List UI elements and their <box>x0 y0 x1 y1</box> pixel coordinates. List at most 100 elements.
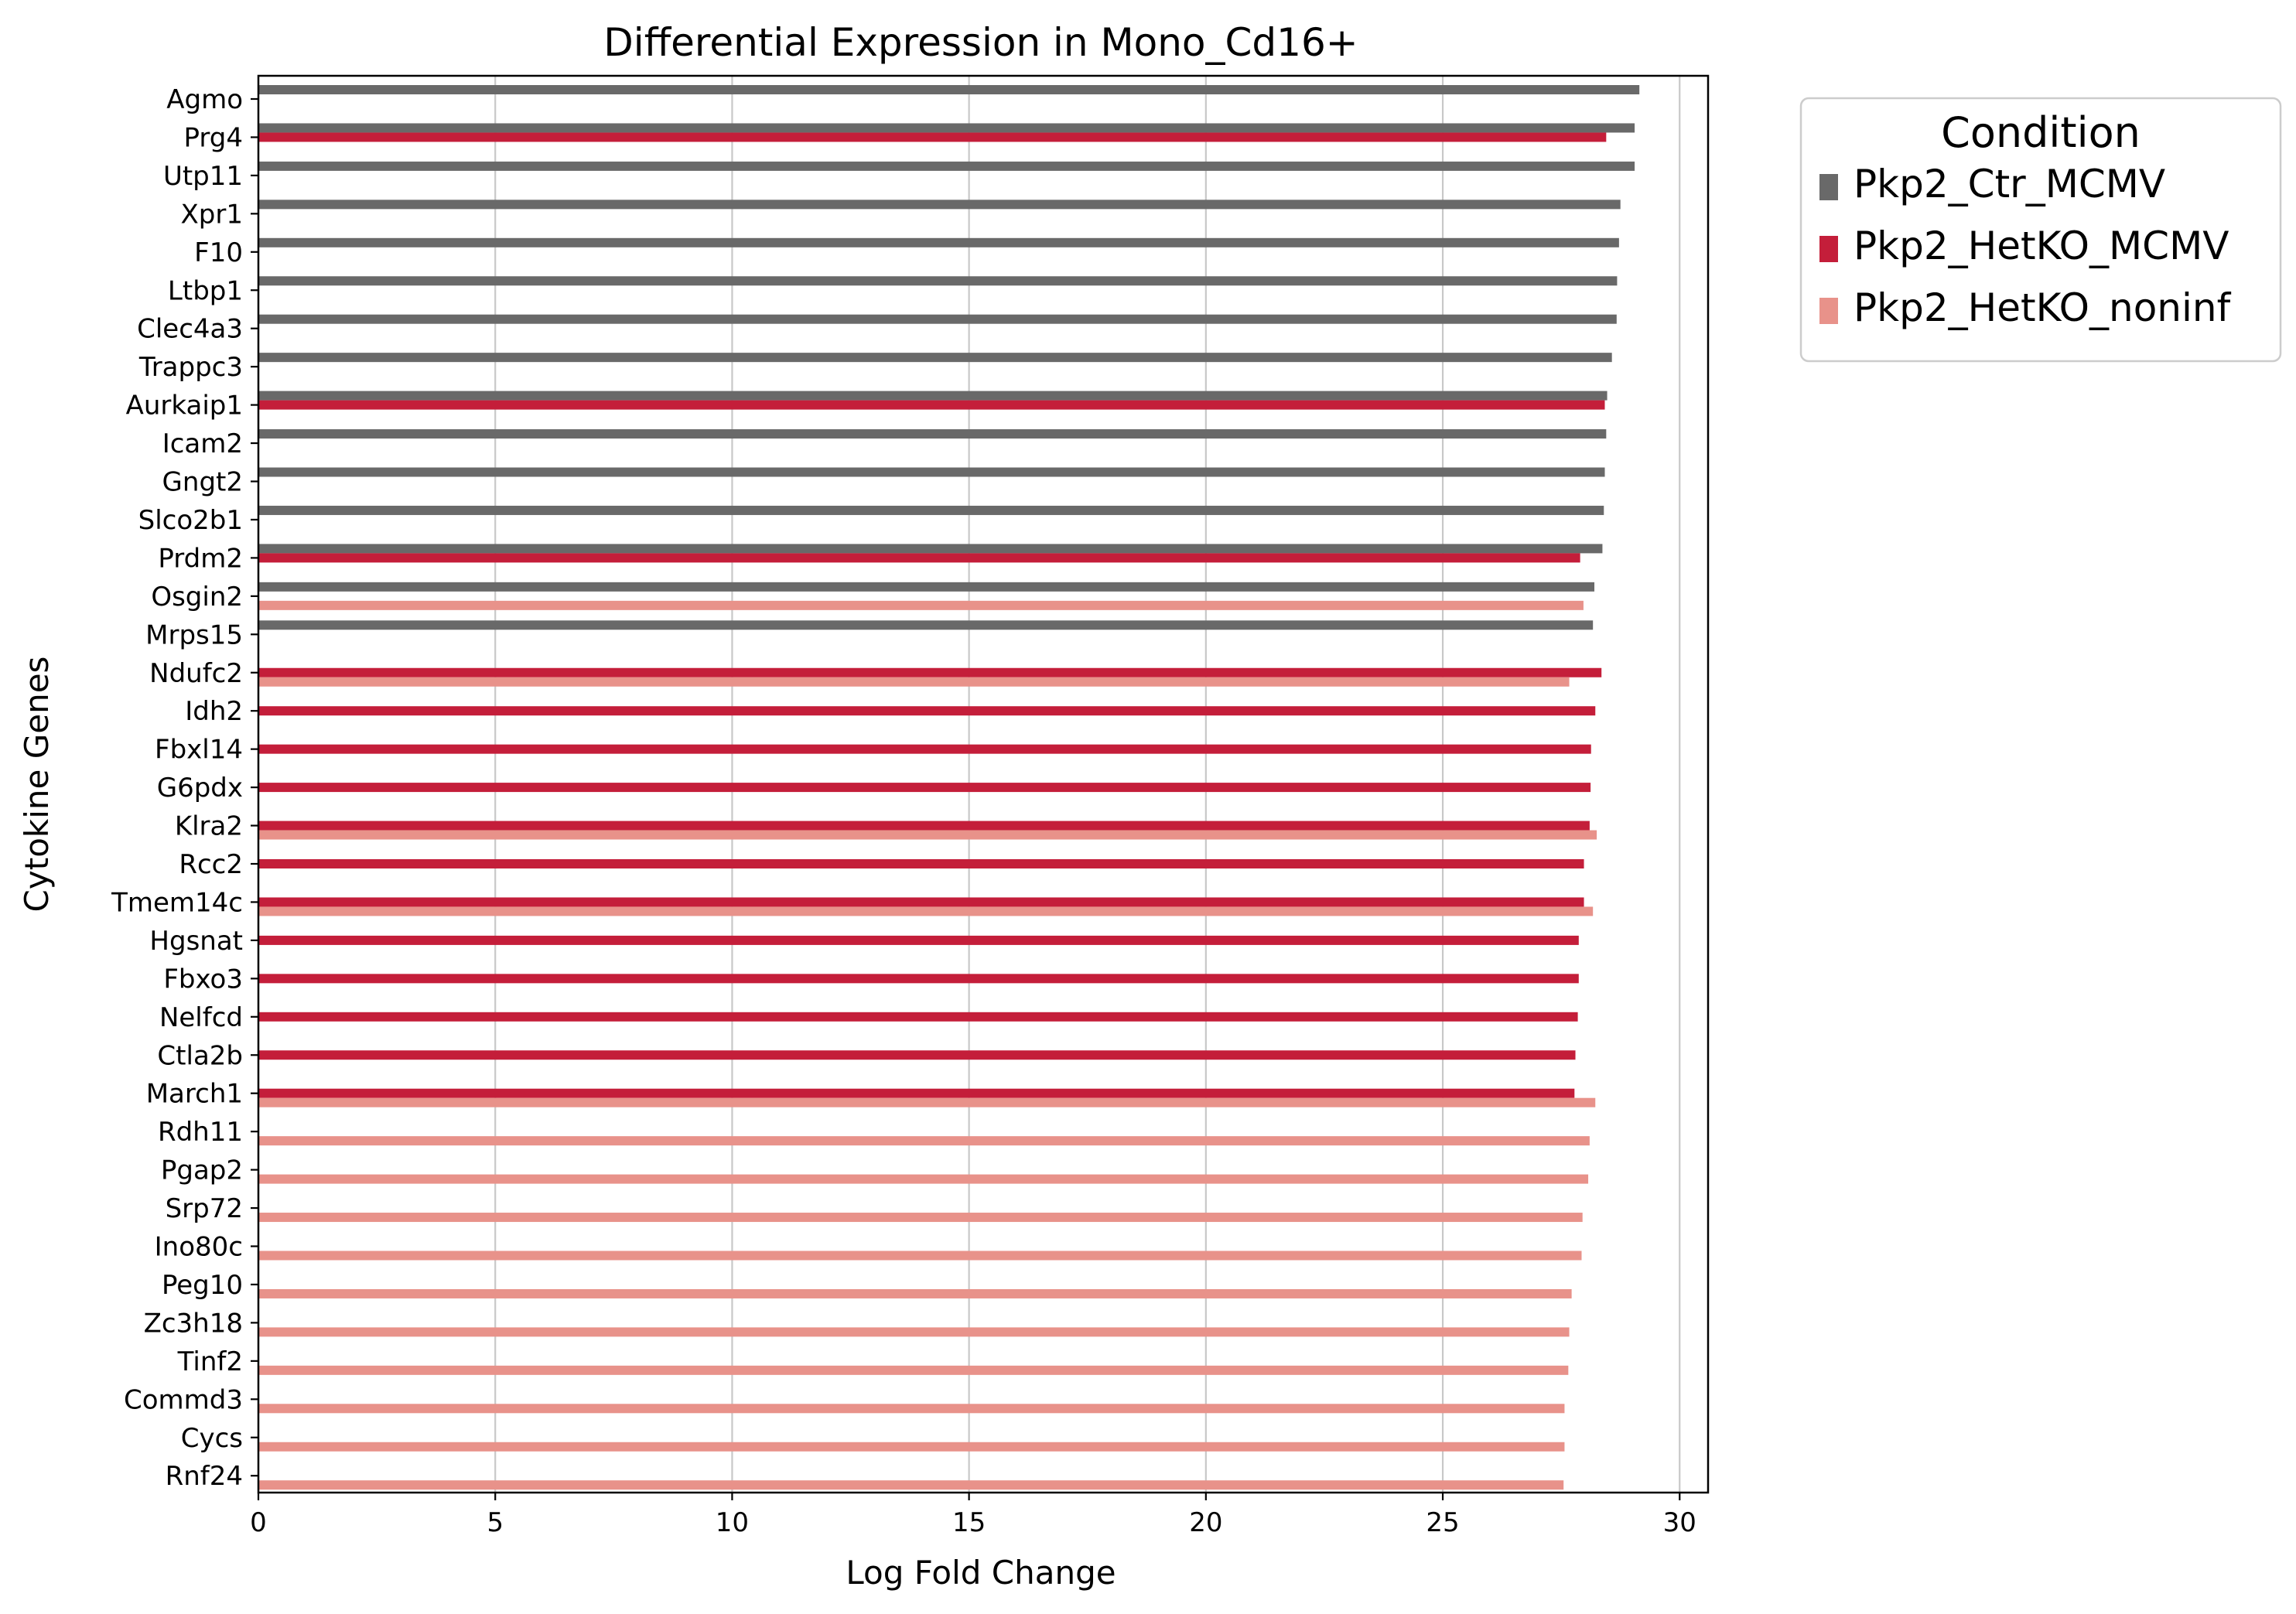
y-tick-label: Tmem14c <box>111 887 243 918</box>
y-tick-label: Rdh11 <box>158 1117 243 1148</box>
y-tick-label: Pgap2 <box>161 1155 243 1186</box>
bar-Pkp2_HetKO_noninf-Commd3 <box>258 1404 1565 1414</box>
legend-label: Pkp2_Ctr_MCMV <box>1854 162 2165 206</box>
bar-Pkp2_Ctr_MCMV-Agmo <box>258 85 1640 94</box>
bars <box>258 85 1640 1490</box>
y-tick-label: Srp72 <box>166 1193 243 1224</box>
bar-Pkp2_HetKO_noninf-Osgin2 <box>258 600 1584 610</box>
x-tick-label: 30 <box>1663 1507 1696 1538</box>
y-tick-label: Osgin2 <box>151 582 243 613</box>
bar-Pkp2_HetKO_MCMV-Idh2 <box>258 706 1596 716</box>
x-tick-label: 20 <box>1189 1507 1222 1538</box>
bar-Pkp2_HetKO_MCMV-Ndufc2 <box>258 667 1602 677</box>
legend: Condition Pkp2_Ctr_MCMVPkp2_HetKO_MCMVPk… <box>1799 97 2282 363</box>
y-tick-label: Clec4a3 <box>137 314 243 345</box>
y-tick-label: Agmo <box>166 84 243 115</box>
legend-swatch <box>1819 236 1838 262</box>
bar-Pkp2_HetKO_noninf-Srp72 <box>258 1213 1583 1223</box>
y-tick-label: Slco2b1 <box>138 505 243 536</box>
bar-Pkp2_HetKO_MCMV-Nelfcd <box>258 1012 1578 1022</box>
y-tick-label: Ltbp1 <box>168 275 243 306</box>
y-tick-label: Ndufc2 <box>149 658 243 689</box>
legend-label: Pkp2_HetKO_noninf <box>1854 285 2232 330</box>
x-tick-label: 0 <box>250 1507 267 1538</box>
x-tick-label: 10 <box>716 1507 749 1538</box>
y-tick-label: F10 <box>194 237 243 268</box>
bar-Pkp2_Ctr_MCMV-Utp11 <box>258 161 1635 171</box>
plot-frame <box>257 74 1710 1494</box>
x-tick-label: 15 <box>952 1507 986 1538</box>
bar-Pkp2_Ctr_MCMV-Prdm2 <box>258 544 1603 554</box>
bar-Pkp2_HetKO_MCMV-March1 <box>258 1088 1575 1098</box>
x-axis-label: Log Fold Change <box>846 1554 1116 1592</box>
y-tick-label: Nelfcd <box>159 1002 243 1033</box>
y-tick-label: Commd3 <box>124 1384 243 1415</box>
bar-Pkp2_HetKO_MCMV-Ctla2b <box>258 1050 1576 1060</box>
bar-Pkp2_HetKO_noninf-Peg10 <box>258 1288 1572 1298</box>
bar-Pkp2_HetKO_MCMV-Rcc2 <box>258 859 1584 868</box>
y-tick-label: Fbxl14 <box>155 735 243 766</box>
y-tick-label: Fbxo3 <box>163 964 243 995</box>
legend-frame <box>1799 97 2282 363</box>
y-tick-label: Tinf2 <box>177 1346 243 1377</box>
y-tick-label: Icam2 <box>162 428 243 459</box>
legend-swatch <box>1819 298 1838 324</box>
bar-Pkp2_Ctr_MCMV-Xpr1 <box>258 200 1621 210</box>
chart-title: Differential Expression in Mono_Cd16+ <box>603 20 1358 65</box>
y-tick-label: Ctla2b <box>157 1040 243 1071</box>
y-tick-label: Rnf24 <box>166 1461 243 1492</box>
y-tick-label: Cycs <box>181 1423 243 1454</box>
bar-Pkp2_HetKO_noninf-Tinf2 <box>258 1365 1569 1375</box>
y-tick-label: Prg4 <box>184 122 244 153</box>
bar-Pkp2_HetKO_MCMV-Hgsnat <box>258 935 1579 945</box>
y-tick-label: Xpr1 <box>181 199 243 230</box>
x-axis: 0 5 10 15 20 25 30 <box>250 1493 1696 1538</box>
bar-Pkp2_HetKO_MCMV-G6pdx <box>258 783 1591 793</box>
bar-Pkp2_HetKO_MCMV-Prdm2 <box>258 553 1580 563</box>
bar-Pkp2_HetKO_MCMV-Aurkaip1 <box>258 400 1605 410</box>
bar-Pkp2_HetKO_noninf-Rdh11 <box>258 1136 1590 1146</box>
y-tick-label: Gngt2 <box>162 467 243 498</box>
y-tick-label: March1 <box>146 1079 243 1110</box>
bar-Pkp2_HetKO_noninf-Zc3h18 <box>258 1327 1570 1337</box>
y-axis-label: Cytokine Genes <box>18 657 56 913</box>
bar-Pkp2_HetKO_noninf-Rnf24 <box>258 1480 1564 1490</box>
y-tick-label: Idh2 <box>185 696 243 727</box>
y-tick-label: Aurkaip1 <box>126 391 243 421</box>
bar-Pkp2_HetKO_MCMV-Prg4 <box>258 132 1607 142</box>
bar-Pkp2_Ctr_MCMV-F10 <box>258 237 1619 247</box>
y-tick-label: Prdm2 <box>158 543 243 574</box>
bar-Pkp2_Ctr_MCMV-Prg4 <box>258 123 1635 133</box>
bar-Pkp2_HetKO_MCMV-Fbxl14 <box>258 744 1591 754</box>
bar-Pkp2_HetKO_noninf-Tmem14c <box>258 906 1594 916</box>
legend-title: Condition <box>1941 108 2141 157</box>
y-tick-label: Mrps15 <box>145 619 243 650</box>
legend-items: Pkp2_Ctr_MCMV Pkp2_HetKO_MCMV Pkp2_HetKO_n… <box>1819 162 2232 330</box>
y-tick-label: Hgsnat <box>149 926 243 957</box>
y-tick-label: Rcc2 <box>179 849 243 880</box>
legend-swatch <box>1819 174 1838 200</box>
bar-Pkp2_HetKO_MCMV-Klra2 <box>258 821 1590 831</box>
bar-Pkp2_Ctr_MCMV-Icam2 <box>258 429 1607 439</box>
bar-Pkp2_HetKO_noninf-Cycs <box>258 1442 1565 1452</box>
bar-Pkp2_HetKO_noninf-Ndufc2 <box>258 677 1570 687</box>
y-tick-label: Ino80c <box>155 1232 243 1263</box>
y-tick-label: Trappc3 <box>138 352 243 383</box>
y-tick-label: Klra2 <box>175 811 243 842</box>
bar-Pkp2_Ctr_MCMV-Slco2b1 <box>258 505 1604 515</box>
y-tick-label: Utp11 <box>163 161 243 192</box>
bar-Pkp2_Ctr_MCMV-Ltbp1 <box>258 276 1618 286</box>
bar-Pkp2_Ctr_MCMV-Osgin2 <box>258 582 1595 592</box>
legend-label: Pkp2_HetKO_MCMV <box>1854 224 2229 268</box>
bar-Pkp2_Ctr_MCMV-Gngt2 <box>258 467 1605 477</box>
bar-Pkp2_HetKO_noninf-Pgap2 <box>258 1174 1589 1184</box>
bar-Pkp2_HetKO_MCMV-Fbxo3 <box>258 974 1579 984</box>
bar-Pkp2_HetKO_MCMV-Tmem14c <box>258 897 1584 907</box>
bar-Pkp2_HetKO_noninf-March1 <box>258 1097 1596 1107</box>
x-tick-label: 5 <box>487 1507 504 1538</box>
x-tick-label: 25 <box>1426 1507 1459 1538</box>
y-tick-label: Zc3h18 <box>144 1308 243 1339</box>
bar-Pkp2_HetKO_noninf-Ino80c <box>258 1251 1582 1261</box>
y-tick-label: Peg10 <box>162 1270 243 1301</box>
